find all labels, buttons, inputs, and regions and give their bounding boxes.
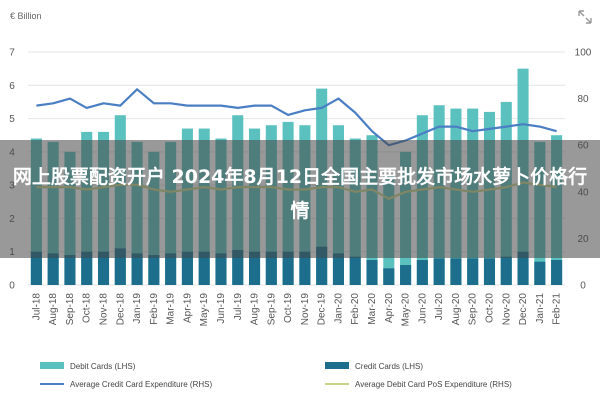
x-tick-label: Nov-18 <box>99 293 110 326</box>
credit-card-bar <box>416 260 428 285</box>
x-tick-label: Apr-19 <box>182 293 193 323</box>
legend-label: Debit Cards (LHS) <box>70 362 136 371</box>
banner-title: 网上股票配资开户 2024年8月12日全国主要批发市场水萝卜价格行情 <box>12 166 588 222</box>
credit-card-bar <box>148 255 160 285</box>
legend-label: Average Credit Card Expenditure (RHS) <box>70 380 212 389</box>
credit-card-bar <box>249 251 261 285</box>
x-tick-label: Oct-20 <box>484 293 495 323</box>
credit-card-bar <box>366 260 378 285</box>
credit-card-bar <box>551 260 563 285</box>
credit-card-bar <box>383 268 395 285</box>
credit-card-bar <box>282 251 294 285</box>
credit-card-bar <box>131 253 143 285</box>
x-tick-label: Feb-21 <box>552 293 563 325</box>
legend-label: Credit Cards (LHS) <box>355 362 423 371</box>
credit-card-bar <box>181 251 193 285</box>
y-left-tick-label: 7 <box>9 48 15 59</box>
x-tick-label: Sep-20 <box>468 293 479 326</box>
x-tick-label: Jan-19 <box>132 293 143 324</box>
x-tick-label: Aug-20 <box>451 293 462 326</box>
x-tick-label: Sep-19 <box>266 293 277 326</box>
legend-swatch <box>325 362 349 369</box>
x-tick-label: Jul-20 <box>434 293 445 321</box>
x-tick-label: May-20 <box>401 293 412 327</box>
x-tick-label: Aug-18 <box>48 293 59 326</box>
credit-card-bar <box>517 251 529 285</box>
x-tick-label: Jul-18 <box>31 293 42 321</box>
axes: 01234567020406080100Jul-18Aug-18Sep-18Oc… <box>9 48 592 327</box>
x-tick-label: Aug-19 <box>250 293 261 326</box>
credit-card-bar <box>349 256 361 285</box>
x-tick-label: Nov-20 <box>501 293 512 326</box>
credit-card-bar <box>47 253 59 285</box>
credit-card-bar <box>400 265 412 285</box>
x-tick-label: Nov-19 <box>300 293 311 326</box>
credit-card-bar <box>433 258 445 285</box>
credit-card-bar <box>534 261 546 285</box>
legend: Debit Cards (LHS) Credit Cards (LHS) Avera… <box>40 362 512 389</box>
credit-card-bar <box>198 251 210 285</box>
x-tick-label: Oct-19 <box>283 293 294 323</box>
x-tick-label: Jun-19 <box>216 293 227 324</box>
x-tick-label: Jul-19 <box>233 293 244 321</box>
credit-card-bar <box>30 251 42 285</box>
resize-icon[interactable] <box>578 10 592 24</box>
credit-card-bar <box>97 251 110 285</box>
avg-credit-card-expenditure-line <box>36 88 557 147</box>
credit-card-bar <box>332 253 344 285</box>
legend-label: Average Debit Card PoS Expenditure (RHS) <box>355 380 512 389</box>
credit-card-bar <box>215 253 227 285</box>
x-tick-label: Mar-20 <box>367 293 378 325</box>
x-tick-label: Mar-19 <box>166 293 177 325</box>
x-tick-label: Feb-20 <box>350 293 361 325</box>
x-tick-label: Sep-18 <box>65 293 76 326</box>
y-right-tick-label: 100 <box>575 48 592 59</box>
x-tick-label: Jan-20 <box>333 293 344 324</box>
credit-card-bar <box>165 253 177 285</box>
x-tick-label: Dec-20 <box>518 293 529 326</box>
x-tick-label: May-19 <box>199 293 210 327</box>
credit-card-bar <box>500 256 512 285</box>
y-right-tick-label: 80 <box>577 94 589 105</box>
credit-card-bar <box>81 251 93 285</box>
x-tick-label: Jan-21 <box>535 293 546 324</box>
credit-card-bar <box>64 255 76 285</box>
x-tick-label: Jun-20 <box>417 293 428 324</box>
credit-card-bar <box>114 248 126 285</box>
y-left-tick-label: 5 <box>9 114 15 125</box>
x-tick-label: Apr-20 <box>384 293 395 323</box>
credit-card-bar <box>299 251 311 285</box>
y-left-tick-label: 0 <box>9 281 15 292</box>
x-tick-label: Oct-18 <box>82 293 93 323</box>
credit-card-bar <box>316 246 328 285</box>
overlay-banner: 网上股票配资开户 2024年8月12日全国主要批发市场水萝卜价格行情 <box>0 140 600 258</box>
y-right-tick-label: 0 <box>580 281 586 292</box>
credit-card-bar <box>450 258 462 285</box>
credit-card-bar <box>232 250 244 285</box>
legend-swatch <box>40 362 64 369</box>
credit-card-bar <box>467 258 479 285</box>
x-tick-label: Dec-19 <box>317 293 328 326</box>
y-unit-label: € Billion <box>10 11 42 21</box>
x-tick-label: Feb-19 <box>149 293 160 325</box>
x-tick-label: Dec-18 <box>115 293 126 326</box>
y-left-tick-label: 6 <box>9 81 15 92</box>
credit-card-bar <box>265 251 277 285</box>
credit-card-bar <box>483 258 496 285</box>
